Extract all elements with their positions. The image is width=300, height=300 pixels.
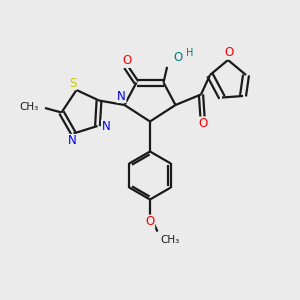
- Text: CH₃: CH₃: [19, 101, 38, 112]
- Text: N: N: [68, 134, 77, 148]
- Text: S: S: [69, 76, 76, 90]
- Text: O: O: [225, 46, 234, 59]
- Text: O: O: [122, 54, 131, 68]
- Text: O: O: [146, 215, 154, 228]
- Text: N: N: [117, 89, 126, 103]
- Text: O: O: [199, 117, 208, 130]
- Text: O: O: [173, 51, 182, 64]
- Text: CH₃: CH₃: [160, 235, 179, 244]
- Text: H: H: [186, 47, 193, 58]
- Text: N: N: [101, 120, 110, 133]
